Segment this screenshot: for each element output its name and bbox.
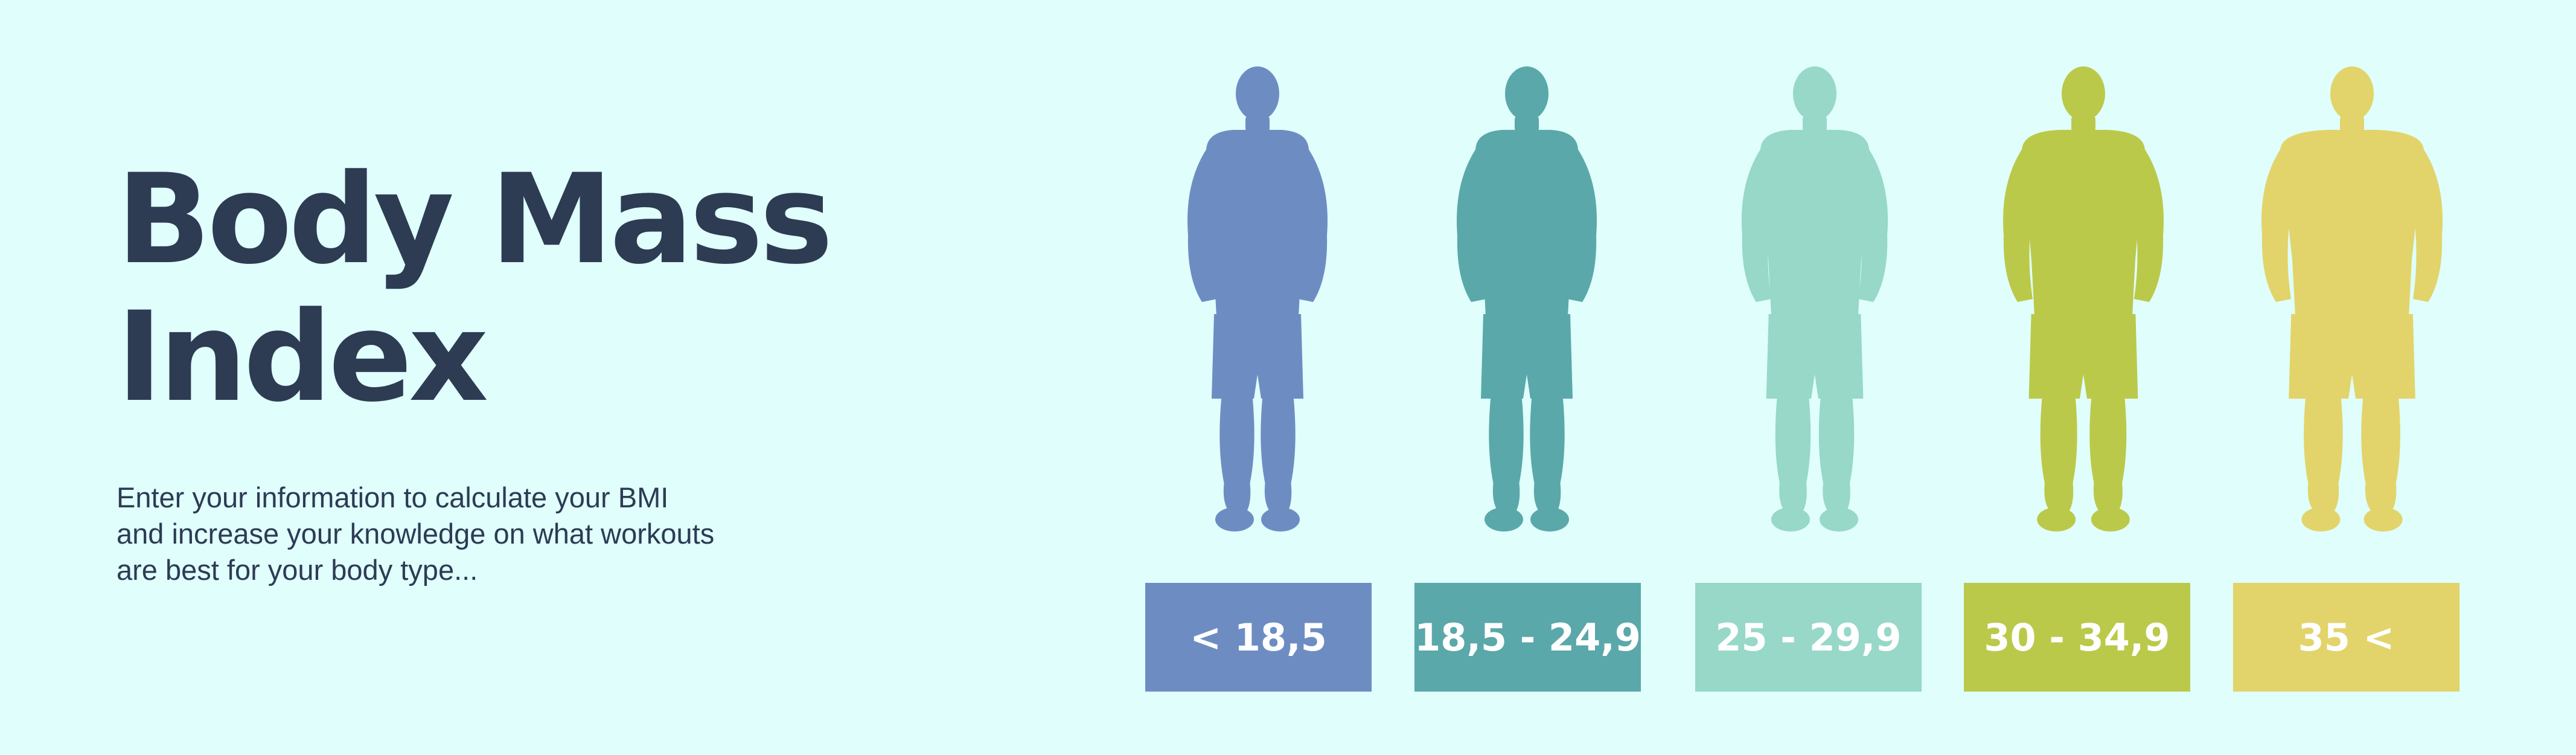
bmi-badge-obese: 30 - 34,9 bbox=[1964, 583, 2190, 692]
body-silhouette-icon bbox=[1187, 66, 1328, 532]
bmi-badge-normal: 18,5 - 24,9 bbox=[1414, 583, 1641, 692]
description-line-3: are best for your body type... bbox=[117, 554, 478, 586]
body-silhouette-icon bbox=[1457, 66, 1597, 532]
description-line-2: and increase your knowledge on what work… bbox=[117, 518, 715, 550]
title-line-2: Index bbox=[117, 286, 488, 429]
body-silhouette-icon-underweight bbox=[1149, 60, 1366, 538]
bmi-badge-extremely-obese: 35 < bbox=[2233, 583, 2459, 692]
body-silhouette-icon-extremely-obese bbox=[2243, 60, 2461, 538]
page-title: Body Mass Index bbox=[117, 151, 901, 426]
bmi-badge-overweight: 25 - 29,9 bbox=[1695, 583, 1922, 692]
title-line-1: Body Mass bbox=[117, 148, 833, 292]
description-line-1: Enter your information to calculate your… bbox=[117, 481, 669, 513]
body-silhouette-icon bbox=[2261, 66, 2443, 532]
body-silhouette-icon-overweight bbox=[1706, 60, 1923, 538]
bmi-badge-underweight: < 18,5 bbox=[1145, 583, 1372, 692]
body-silhouette-icon-obese bbox=[1975, 60, 2192, 538]
body-silhouette-icon bbox=[1741, 66, 1888, 532]
description: Enter your information to calculate your… bbox=[117, 480, 901, 588]
body-silhouette-icon-normal bbox=[1418, 60, 1635, 538]
body-silhouette-icon bbox=[2003, 66, 2164, 532]
intro-section: Body Mass Index Enter your information t… bbox=[117, 151, 901, 588]
